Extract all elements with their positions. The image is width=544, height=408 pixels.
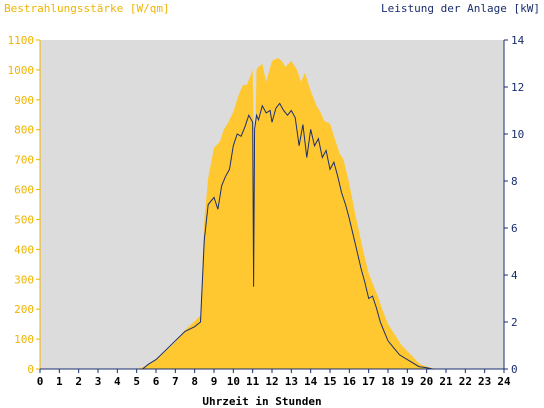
left-tick-label: 500 <box>14 213 34 226</box>
x-tick-label: 7 <box>172 375 179 388</box>
right-axis-title: Leistung der Anlage [kW] <box>381 2 540 15</box>
x-tick-label: 3 <box>95 375 102 388</box>
x-tick-label: 24 <box>497 375 511 388</box>
right-tick-label: 0 <box>511 363 518 376</box>
x-tick-label: 4 <box>114 375 121 388</box>
right-tick-label: 10 <box>511 128 524 141</box>
x-tick-label: 8 <box>191 375 198 388</box>
left-tick-label: 1100 <box>8 34 35 47</box>
x-tick-label: 1 <box>56 375 63 388</box>
irradiance-area <box>40 57 504 370</box>
x-tick-label: 23 <box>478 375 491 388</box>
x-tick-label: 5 <box>133 375 140 388</box>
left-axis-title: Bestrahlungsstärke [W/qm] <box>4 2 170 15</box>
x-tick-label: 17 <box>362 375 375 388</box>
left-tick-label: 900 <box>14 94 34 107</box>
right-tick-label: 8 <box>511 175 518 188</box>
left-tick-label: 400 <box>14 243 34 256</box>
x-tick-label: 6 <box>153 375 160 388</box>
left-tick-label: 300 <box>14 273 34 286</box>
right-tick-label: 6 <box>511 222 518 235</box>
x-tick-label: 16 <box>343 375 357 388</box>
x-tick-label: 19 <box>401 375 414 388</box>
left-tick-label: 600 <box>14 184 34 197</box>
x-tick-label: 13 <box>285 375 298 388</box>
x-tick-label: 10 <box>227 375 240 388</box>
x-axis-title: Uhrzeit in Stunden <box>202 395 321 408</box>
x-tick-label: 15 <box>323 375 336 388</box>
x-tick-label: 22 <box>459 375 472 388</box>
axis-ticks: 0100200300400500600700800900100011000246… <box>8 34 525 388</box>
x-tick-label: 21 <box>439 375 453 388</box>
left-tick-label: 1000 <box>8 64 35 77</box>
chart-marks <box>40 57 504 370</box>
x-tick-label: 14 <box>304 375 318 388</box>
x-tick-label: 20 <box>420 375 433 388</box>
x-tick-label: 11 <box>246 375 260 388</box>
x-tick-label: 9 <box>211 375 218 388</box>
left-tick-label: 700 <box>14 154 34 167</box>
x-tick-label: 0 <box>37 375 44 388</box>
right-tick-label: 12 <box>511 81 524 94</box>
right-tick-label: 2 <box>511 316 518 329</box>
x-tick-label: 12 <box>265 375 278 388</box>
left-tick-label: 0 <box>27 363 34 376</box>
right-tick-label: 14 <box>511 34 525 47</box>
left-tick-label: 800 <box>14 124 34 137</box>
x-tick-label: 18 <box>381 375 394 388</box>
right-tick-label: 4 <box>511 269 518 282</box>
left-tick-label: 200 <box>14 303 34 316</box>
power-line <box>40 102 504 370</box>
left-tick-label: 100 <box>14 333 34 346</box>
x-tick-label: 2 <box>75 375 82 388</box>
